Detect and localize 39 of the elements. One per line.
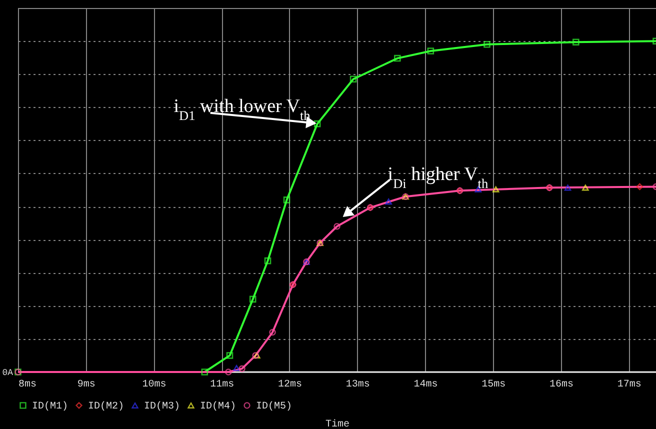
legend-label: ID(M3) [144, 400, 180, 412]
annotation: i$_{Di}$ higher V$_{th}$ [388, 164, 488, 190]
point [492, 186, 500, 192]
point [201, 368, 208, 376]
x-tick-label: 9ms [77, 380, 96, 390]
point [264, 257, 272, 264]
point [283, 196, 290, 204]
point [233, 365, 240, 372]
x-tick-label: 8ms [18, 380, 37, 390]
legend-label: ID(M5) [256, 400, 292, 412]
point [238, 365, 246, 372]
point [249, 296, 256, 303]
point [269, 328, 276, 336]
x-tick-label: 14ms [414, 380, 438, 390]
point [350, 76, 357, 83]
point [334, 223, 340, 230]
x-tick-label: 11ms [210, 380, 234, 390]
point [226, 352, 234, 359]
x-tick-label: 15ms [482, 380, 506, 390]
point [582, 184, 589, 191]
point [484, 41, 490, 48]
x-tick-label: 17ms [617, 380, 642, 390]
point [394, 54, 401, 62]
legend-label: ID(M2) [88, 400, 124, 412]
point [314, 120, 321, 128]
x-tick-label: 12ms [278, 380, 302, 390]
point [225, 368, 232, 376]
point [564, 184, 572, 191]
point [636, 183, 644, 190]
x-tick-label: 13ms [346, 380, 370, 390]
text: 0A [2, 368, 14, 378]
point [385, 198, 392, 205]
legend-label: ID(M4) [200, 400, 236, 412]
x-tick-label: 10ms [142, 380, 166, 390]
legend-label: ID(M1) [32, 400, 68, 412]
point [572, 38, 580, 46]
x-tick-label: 16ms [549, 380, 574, 390]
point [427, 48, 434, 54]
x-axis-title: Time [325, 418, 350, 429]
